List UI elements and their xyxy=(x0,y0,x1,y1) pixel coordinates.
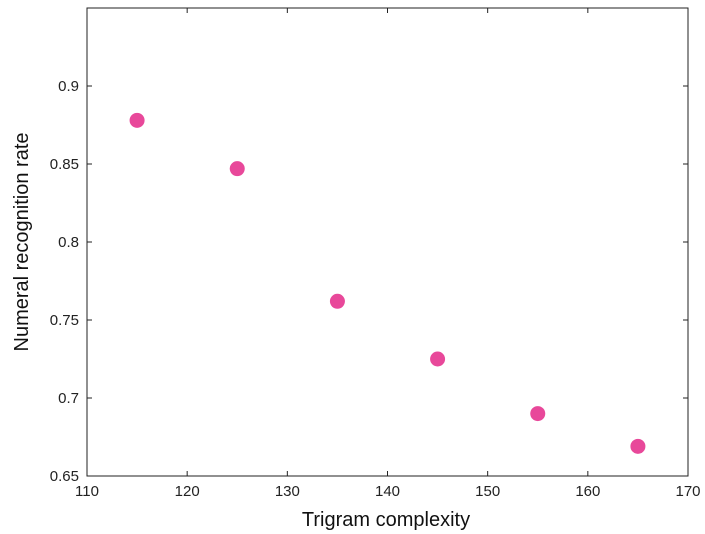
axis-ticks xyxy=(86,8,689,477)
scatter-point xyxy=(129,112,145,128)
x-tick-label: 170 xyxy=(675,483,700,500)
y-tick-label: 0.85 xyxy=(50,156,79,173)
x-tick-label: 150 xyxy=(475,483,500,500)
x-tick-label: 160 xyxy=(575,483,600,500)
scatter-point xyxy=(229,161,245,177)
x-tick-label: 130 xyxy=(275,483,300,500)
scatter-point xyxy=(329,293,345,309)
y-tick-label: 0.8 xyxy=(58,234,79,251)
scatter-point xyxy=(630,438,646,454)
y-tick-label: 0.65 xyxy=(50,468,79,485)
x-tick-label: 140 xyxy=(375,483,400,500)
y-tick-label: 0.9 xyxy=(58,78,79,95)
scatter-point xyxy=(430,351,446,367)
x-tick-label: 120 xyxy=(175,483,200,500)
scatter-point xyxy=(530,406,546,422)
x-axis-label: Trigram complexity xyxy=(302,509,470,531)
y-axis-label: Numeral recognition rate xyxy=(11,133,33,352)
y-tick-label: 0.75 xyxy=(50,312,79,329)
x-tick-label: 110 xyxy=(75,483,99,500)
plot-area xyxy=(86,7,689,477)
y-tick-label: 0.7 xyxy=(58,390,79,407)
data-points xyxy=(129,112,646,454)
axis-tick-labels: 110 120 130 140 150 160 170 0.65 0.7 0.75 0.8 0.85 0… xyxy=(50,78,701,500)
